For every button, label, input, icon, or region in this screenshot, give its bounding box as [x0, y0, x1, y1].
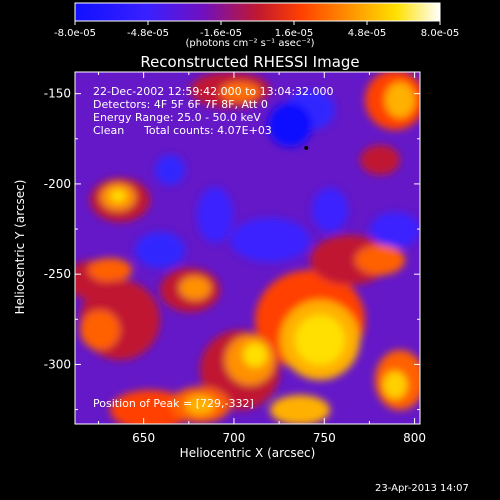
heatmap-blob — [110, 390, 190, 424]
heatmap-blob — [80, 310, 120, 350]
heatmap-blob — [385, 82, 415, 118]
heatmap-blob — [135, 232, 185, 268]
heatmap-blob — [88, 258, 132, 282]
annotation-method: Clean — [93, 124, 125, 137]
x-tick-label: 650 — [132, 431, 155, 445]
colorbar-tick-label: 1.6e-05 — [275, 28, 313, 39]
colorbar-tick-label: -8.0e-05 — [54, 28, 96, 39]
footer-timestamp: 23-Apr-2013 14:07 — [375, 483, 469, 494]
heatmap-blob — [197, 187, 233, 243]
colorbar-ticks: -8.0e-05 -4.8e-05 -1.6e-05 1.6e-05 4.8e-05 8.… — [54, 21, 459, 39]
colorbar-tick-label: -4.8e-05 — [127, 28, 169, 39]
heatmap-blob — [360, 145, 400, 175]
x-axis-label: Heliocentric X (arcsec) — [179, 446, 316, 460]
y-tick-label: -250 — [44, 267, 71, 281]
heatmap-blob — [243, 343, 267, 367]
y-tick-label: -150 — [44, 87, 71, 101]
heatmap-blob — [383, 371, 407, 399]
heatmap-blob — [268, 103, 312, 147]
heatmap-blob — [295, 315, 345, 365]
annotation-peak-position: Position of Peak = [729,-332] — [93, 397, 254, 410]
marked-point — [304, 145, 309, 150]
heatmap-blob — [270, 395, 330, 424]
heatmap-blob — [179, 276, 211, 300]
colorbar-tick-label: 8.0e-05 — [421, 28, 459, 39]
heatmap-blob — [370, 212, 420, 248]
colorbar-tick-label: 4.8e-05 — [348, 28, 386, 39]
axes: 650 700 750 800 -150 -200 -250 -300 — [44, 72, 426, 445]
heatmap-blob — [185, 395, 215, 415]
heatmap-blob — [355, 245, 405, 275]
x-tick-label: 750 — [313, 431, 336, 445]
heatmap-blob — [230, 218, 310, 262]
x-tick-label: 800 — [403, 431, 426, 445]
heatmap-blob — [155, 155, 185, 185]
y-tick-label: -300 — [44, 357, 71, 371]
annotation-total-counts: Total counts: 4.07E+03 — [144, 124, 272, 137]
peak-marker — [304, 145, 309, 150]
colorbar: -8.0e-05 -4.8e-05 -1.6e-05 1.6e-05 4.8e-05 8.… — [54, 2, 459, 39]
annotation-time-range: 22-Dec-2002 12:59:42.000 to 13:04:32.000 — [93, 85, 334, 98]
annotation-energy-range: Energy Range: 25.0 - 50.0 keV — [93, 111, 261, 124]
chart-title: Reconstructed RHESSI Image — [140, 53, 360, 71]
annotation-detectors: Detectors: 4F 5F 6F 7F 8F, Att 0 — [93, 98, 268, 111]
heatmap-blob — [110, 190, 126, 202]
colorbar-tick-label: -1.6e-05 — [200, 28, 242, 39]
y-axis-label: Heliocentric Y (arcsec) — [13, 179, 27, 315]
colorbar-units-label: (photons cm⁻² s⁻¹ asec⁻²) — [185, 38, 315, 49]
heatmap-image — [75, 72, 420, 424]
heatmap-blob — [312, 188, 348, 232]
y-tick-label: -200 — [44, 177, 71, 191]
heatmap-blob — [220, 82, 260, 102]
colorbar-gradient — [74, 2, 441, 22]
plot-frame — [74, 71, 421, 425]
x-tick-label: 700 — [222, 431, 245, 445]
